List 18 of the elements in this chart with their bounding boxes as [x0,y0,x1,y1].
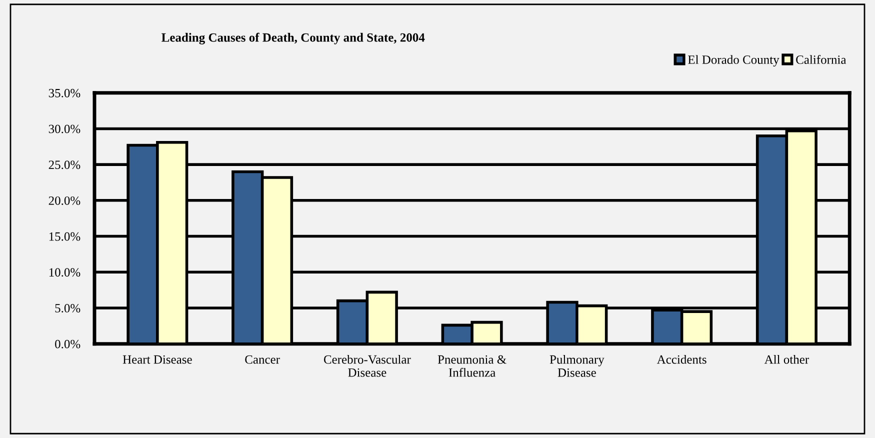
y-tick-label: 5.0% [55,304,80,312]
x-tick-label: Cancer [245,355,280,364]
y-tick-label: 20.0% [48,196,80,205]
y-tick-label: 35.0% [48,88,80,98]
y-tick-label: 30.0% [48,124,80,134]
y-tick-label: 15.0% [49,232,80,241]
legend-label: El Dorado County [688,55,780,66]
x-tick-label: Heart Disease [122,355,192,364]
x-tick-label: All other [764,354,809,364]
x-tick-label: Pneumonia & Influenza [438,355,506,377]
chart-title: Leading Causes of Death, County and State, 2004 [162,32,425,44]
x-tick-label: Accidents [656,354,706,364]
y-tick-label: 10.0% [49,268,80,277]
y-tick-label: 0.0% [55,340,80,348]
x-tick-label: Cerebro-Vascular Disease [324,354,411,377]
legend-label: California [796,55,846,64]
x-tick-label: Pulmonary Disease [550,354,604,377]
y-tick-label: 25.0% [48,160,80,170]
